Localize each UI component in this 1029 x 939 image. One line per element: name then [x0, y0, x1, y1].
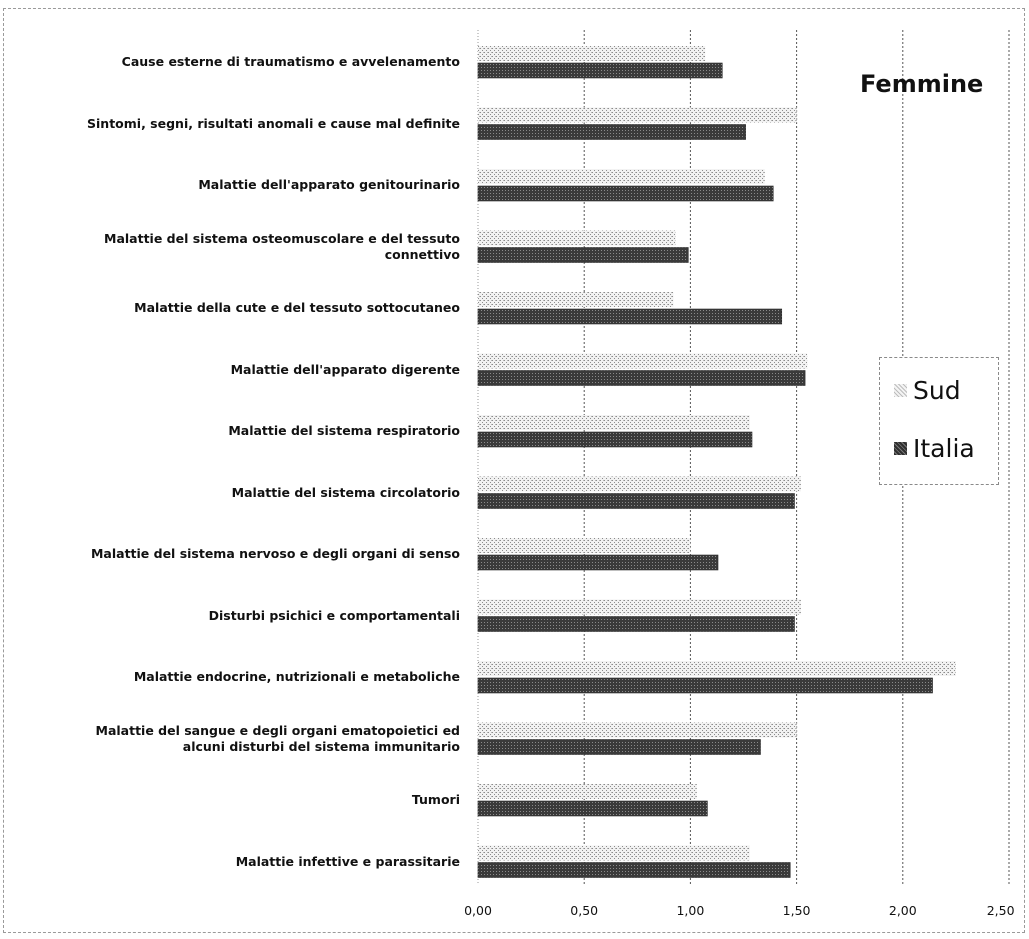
x-tick-label: 0,00 [464, 903, 492, 918]
category-label: Malattie del sistema nervoso e degli org… [50, 546, 460, 562]
category-label: Malattie dell'apparato genitourinario [50, 177, 460, 193]
bar-sud [478, 538, 690, 553]
bar-italia [478, 617, 794, 632]
x-tick-label: 2,50 [987, 903, 1015, 918]
category-label: Malattie della cute e del tessuto sottoc… [50, 300, 460, 316]
category-label: Cause esterne di traumatismo e avvelenam… [50, 54, 460, 70]
bar-italia [478, 63, 722, 78]
bar-italia [478, 371, 805, 386]
legend: Sud Italia [879, 357, 999, 485]
legend-item-italia: Italia [894, 434, 975, 463]
category-label: Malattie del sistema respiratorio [50, 423, 460, 439]
bar-italia [478, 309, 782, 324]
bar-sud [478, 46, 705, 61]
bar-sud [478, 169, 765, 184]
bar-sud [478, 477, 801, 492]
category-label: Sintomi, segni, risultati anomali e caus… [50, 116, 460, 132]
bar-italia [478, 125, 746, 140]
legend-label-sud: Sud [913, 376, 961, 405]
category-label: Malattie del sistema osteomuscolare e de… [50, 231, 460, 263]
category-label: Malattie infettive e parassitarie [50, 854, 460, 870]
category-label: Malattie endocrine, nutrizionali e metab… [50, 669, 460, 685]
bar-italia [478, 801, 707, 816]
category-label: Disturbi psichici e comportamentali [50, 608, 460, 624]
x-tick-label: 1,50 [783, 903, 811, 918]
bar-italia [478, 248, 688, 263]
category-label: Malattie del sistema circolatorio [50, 485, 460, 501]
legend-swatch-sud [894, 384, 907, 397]
bar-sud [478, 661, 956, 676]
legend-label-italia: Italia [913, 434, 975, 463]
bar-sud [478, 354, 807, 369]
bar-sud [478, 723, 797, 738]
bar-italia [478, 740, 760, 755]
bar-italia [478, 555, 718, 570]
x-tick-label: 2,00 [889, 903, 917, 918]
bar-sud [478, 292, 673, 307]
bar-italia [478, 863, 790, 878]
bar-sud [478, 231, 676, 246]
bar-sud [478, 415, 750, 430]
bar-sud [478, 108, 797, 123]
legend-item-sud: Sud [894, 376, 961, 405]
x-tick-label: 1,00 [676, 903, 704, 918]
bar-sud [478, 600, 801, 615]
legend-swatch-italia [894, 442, 907, 455]
chart-title: Femmine [860, 70, 983, 98]
category-label: Tumori [50, 792, 460, 808]
bar-italia [478, 678, 933, 693]
bar-italia [478, 494, 794, 509]
bar-italia [478, 432, 752, 447]
x-tick-label: 0,50 [570, 903, 598, 918]
category-label: Malattie del sangue e degli organi emato… [50, 723, 460, 755]
bar-sud [478, 846, 750, 861]
category-label: Malattie dell'apparato digerente [50, 362, 460, 378]
bar-sud [478, 784, 697, 799]
bar-italia [478, 186, 773, 201]
